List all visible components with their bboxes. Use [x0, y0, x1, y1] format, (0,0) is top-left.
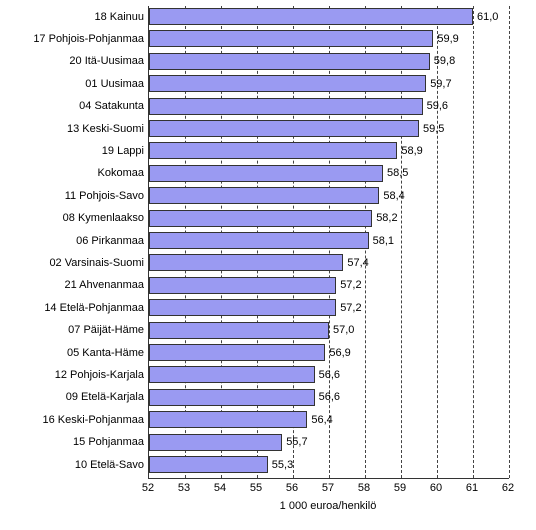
x-tick-label: 55: [250, 482, 262, 494]
bar-value-label: 55,7: [284, 434, 307, 451]
bar: [149, 299, 336, 316]
category-label: 21 Ahvenanmaa: [0, 277, 144, 294]
bar: [149, 75, 426, 92]
category-label: 20 Itä-Uusimaa: [0, 53, 144, 70]
category-label: 19 Lappi: [0, 142, 144, 159]
gridline: [473, 6, 474, 478]
bar-value-label: 57,2: [338, 277, 361, 294]
category-label: 02 Varsinais-Suomi: [0, 254, 144, 271]
bar-value-label: 56,4: [309, 411, 332, 428]
bar: [149, 456, 268, 473]
category-label: 04 Satakunta: [0, 98, 144, 115]
x-tick-label: 58: [358, 482, 370, 494]
bar: [149, 344, 325, 361]
bar-value-label: 56,9: [327, 344, 350, 361]
bar-value-label: 59,5: [421, 120, 444, 137]
category-label: 10 Etelä-Savo: [0, 456, 144, 473]
category-label: 17 Pohjois-Pohjanmaa: [0, 30, 144, 47]
category-label: 13 Keski-Suomi: [0, 120, 144, 137]
bar-value-label: 56,6: [317, 389, 340, 406]
bar: [149, 142, 397, 159]
bar: [149, 434, 282, 451]
bar-value-label: 57,4: [345, 254, 368, 271]
category-label: 15 Pohjanmaa: [0, 434, 144, 451]
bar-value-label: 61,0: [475, 8, 498, 25]
category-label: 18 Kainuu: [0, 8, 144, 25]
bar: [149, 53, 430, 70]
bar: [149, 254, 343, 271]
x-tick-label: 60: [430, 482, 442, 494]
chart-container: 18 Kainuu 17 Pohjois-Pohjanmaa 20 Itä-Uusi…: [0, 0, 536, 530]
x-tick-label: 57: [322, 482, 334, 494]
bar: [149, 322, 329, 339]
bar-value-label: 57,2: [338, 299, 361, 316]
bar-value-label: 58,1: [371, 232, 394, 249]
bar-value-label: 58,9: [399, 142, 422, 159]
bar: [149, 187, 379, 204]
bar: [149, 366, 315, 383]
bar: [149, 8, 473, 25]
plot-area: 61,0 59,9 59,8 59,7 59,6 59,5 58,9 58,5 58,4 58,2…: [148, 6, 509, 479]
bar: [149, 277, 336, 294]
category-labels-column: 18 Kainuu 17 Pohjois-Pohjanmaa 20 Itä-Uusi…: [0, 0, 148, 480]
x-tick-label: 52: [142, 482, 154, 494]
bar-value-label: 57,0: [331, 322, 354, 339]
x-tick-label: 61: [466, 482, 478, 494]
bar-value-label: 59,6: [425, 98, 448, 115]
bar-value-label: 58,4: [381, 187, 404, 204]
gridline: [509, 6, 510, 478]
bar-value-label: 58,2: [374, 210, 397, 227]
bar-value-label: 58,5: [385, 165, 408, 182]
category-label: 07 Päijät-Häme: [0, 322, 144, 339]
category-label: 05 Kanta-Häme: [0, 344, 144, 361]
category-label: 12 Pohjois-Karjala: [0, 366, 144, 383]
bar: [149, 120, 419, 137]
x-tick-label: 54: [214, 482, 226, 494]
category-label: 14 Etelä-Pohjanmaa: [0, 299, 144, 316]
bar: [149, 98, 423, 115]
category-label: 09 Etelä-Karjala: [0, 389, 144, 406]
bar: [149, 411, 307, 428]
x-axis-label: 1 000 euroa/henkilö: [280, 500, 377, 512]
bar-value-label: 59,7: [428, 75, 451, 92]
x-tick-label: 62: [502, 482, 514, 494]
category-label: 11 Pohjois-Savo: [0, 187, 144, 204]
bar-value-label: 59,9: [435, 30, 458, 47]
bar: [149, 30, 433, 47]
bar: [149, 165, 383, 182]
bar-value-label: 55,3: [270, 456, 293, 473]
category-label: 01 Uusimaa: [0, 75, 144, 92]
bar: [149, 210, 372, 227]
x-tick-label: 56: [286, 482, 298, 494]
x-tick-label: 59: [394, 482, 406, 494]
category-label: Kokomaa: [0, 165, 144, 182]
bar-value-label: 56,6: [317, 366, 340, 383]
bar: [149, 232, 369, 249]
bar-value-label: 59,8: [432, 53, 455, 70]
bar: [149, 389, 315, 406]
x-tick-label: 53: [178, 482, 190, 494]
category-label: 16 Keski-Pohjanmaa: [0, 411, 144, 428]
category-label: 06 Pirkanmaa: [0, 232, 144, 249]
category-label: 08 Kymenlaakso: [0, 210, 144, 227]
